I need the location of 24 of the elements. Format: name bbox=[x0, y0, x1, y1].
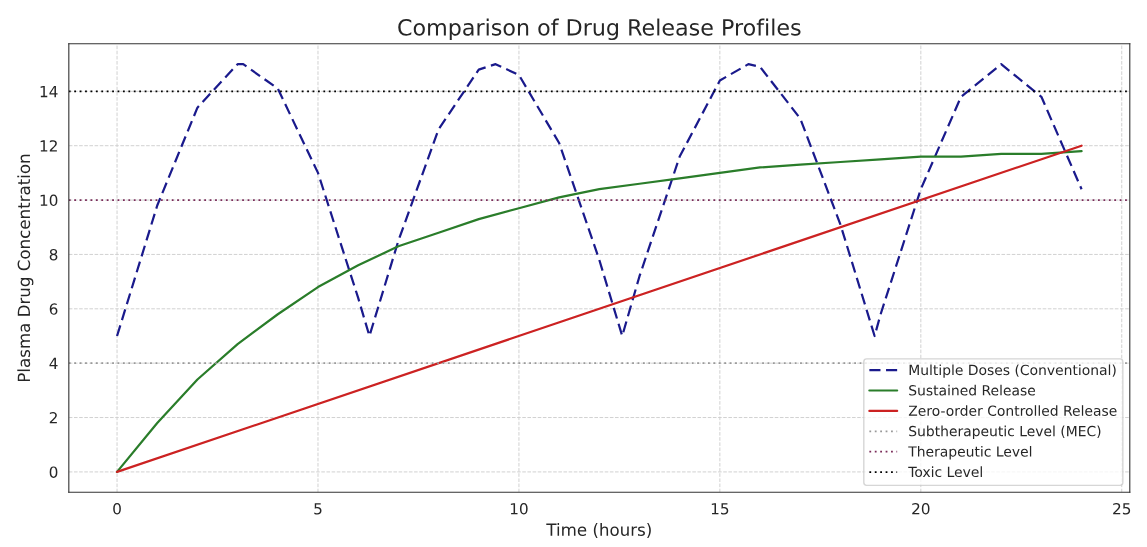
y-tick-label: 8 bbox=[49, 248, 58, 261]
y-tick-label: 10 bbox=[40, 194, 58, 207]
y-tick-label: 4 bbox=[49, 357, 58, 369]
y-tick-label: 2 bbox=[49, 412, 57, 424]
x-tick-label: 25 bbox=[1113, 502, 1131, 515]
y-tick-label: 6 bbox=[49, 303, 58, 315]
legend-label: Sustained Release bbox=[909, 384, 1036, 396]
x-axis-title: Time (hours) bbox=[546, 523, 651, 538]
chart-title: Comparison of Drug Release Profiles bbox=[398, 18, 801, 41]
x-tick-label: 10 bbox=[510, 502, 528, 515]
legend-label: Subtherapeutic Level (MEC) bbox=[909, 425, 1101, 440]
y-tick-label: 14 bbox=[40, 86, 58, 98]
legend-label: Multiple Doses (Conventional) bbox=[909, 364, 1116, 378]
x-tick-label: 20 bbox=[912, 502, 930, 515]
x-tick-label: 5 bbox=[314, 503, 322, 515]
y-tick-label: 0 bbox=[49, 466, 58, 478]
x-tick-label: 0 bbox=[113, 502, 121, 515]
line-series bbox=[115, 63, 1083, 338]
y-axis-title: Plasma Drug Concentration bbox=[17, 154, 34, 382]
x-tick-label: 15 bbox=[711, 503, 729, 515]
legend-label: Zero-order Controlled Release bbox=[908, 405, 1117, 416]
legend-label: Toxic Level bbox=[908, 466, 982, 478]
legend-label: Therapeutic Level bbox=[908, 445, 1032, 460]
y-tick-label: 12 bbox=[40, 140, 57, 152]
